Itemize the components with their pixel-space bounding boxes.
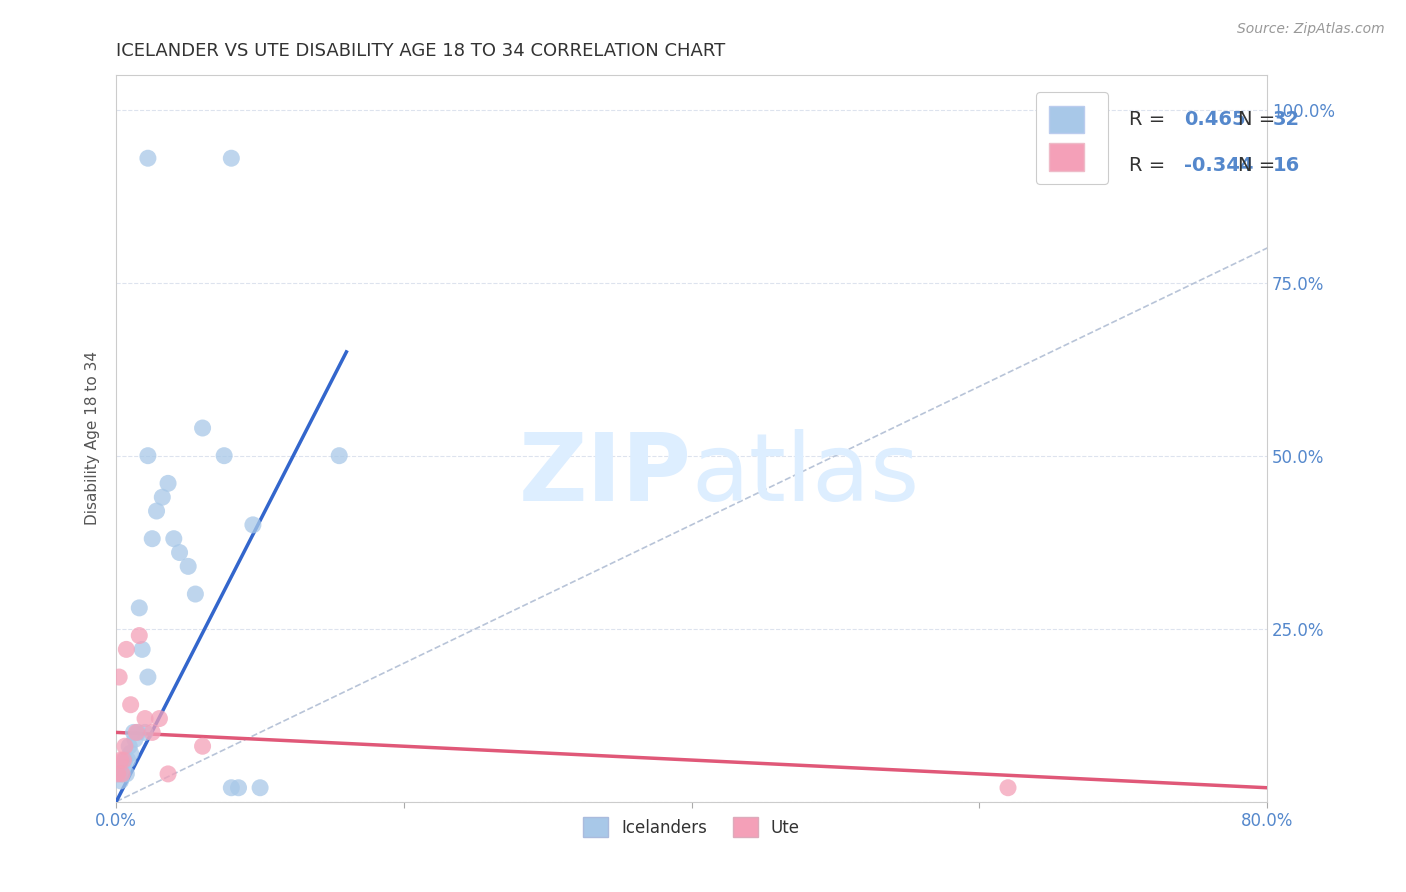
Text: 32: 32 xyxy=(1272,111,1299,129)
Y-axis label: Disability Age 18 to 34: Disability Age 18 to 34 xyxy=(86,351,100,525)
Point xyxy=(157,476,180,491)
Legend: Icelanders, Ute: Icelanders, Ute xyxy=(576,811,807,844)
Point xyxy=(122,725,145,739)
Point xyxy=(136,151,159,165)
Point xyxy=(150,490,173,504)
Point xyxy=(141,725,163,739)
Point xyxy=(131,642,153,657)
Point xyxy=(108,670,131,684)
Point xyxy=(242,517,264,532)
Point xyxy=(112,760,135,774)
Point xyxy=(115,767,138,781)
Text: Source: ZipAtlas.com: Source: ZipAtlas.com xyxy=(1237,22,1385,37)
Point xyxy=(221,780,243,795)
Point xyxy=(136,670,159,684)
Point xyxy=(127,725,149,739)
Point xyxy=(111,767,134,781)
Point xyxy=(145,504,167,518)
Point xyxy=(191,421,214,435)
Point xyxy=(221,151,243,165)
Point xyxy=(169,545,191,559)
Point xyxy=(997,780,1019,795)
Point xyxy=(114,753,136,767)
Text: R =: R = xyxy=(1129,111,1171,129)
Point xyxy=(125,725,148,739)
Point xyxy=(128,628,150,642)
Point xyxy=(110,753,132,767)
Point xyxy=(163,532,186,546)
Point xyxy=(184,587,207,601)
Point xyxy=(177,559,200,574)
Text: R =: R = xyxy=(1129,156,1171,175)
Text: atlas: atlas xyxy=(692,429,920,521)
Point xyxy=(228,780,250,795)
Point xyxy=(117,753,139,767)
Point xyxy=(141,532,163,546)
Point xyxy=(107,767,129,781)
Point xyxy=(114,739,136,754)
Point xyxy=(191,739,214,754)
Text: N =: N = xyxy=(1239,156,1282,175)
Point xyxy=(120,698,142,712)
Text: 16: 16 xyxy=(1272,156,1301,175)
Text: ICELANDER VS UTE DISABILITY AGE 18 TO 34 CORRELATION CHART: ICELANDER VS UTE DISABILITY AGE 18 TO 34… xyxy=(117,42,725,60)
Point xyxy=(124,732,146,747)
Text: 0.465: 0.465 xyxy=(1184,111,1246,129)
Point xyxy=(118,739,141,754)
Point xyxy=(112,753,135,767)
Text: -0.344: -0.344 xyxy=(1184,156,1254,175)
Point xyxy=(110,773,132,788)
Text: N =: N = xyxy=(1239,111,1282,129)
Point xyxy=(212,449,235,463)
Point xyxy=(120,746,142,760)
Point xyxy=(128,600,150,615)
Text: ZIP: ZIP xyxy=(519,429,692,521)
Point xyxy=(328,449,350,463)
Point xyxy=(249,780,271,795)
Point xyxy=(148,712,170,726)
Point xyxy=(115,642,138,657)
Point xyxy=(157,767,180,781)
Point xyxy=(111,767,134,781)
Point xyxy=(134,712,156,726)
Point xyxy=(108,767,131,781)
Point xyxy=(136,449,159,463)
Point xyxy=(134,725,156,739)
